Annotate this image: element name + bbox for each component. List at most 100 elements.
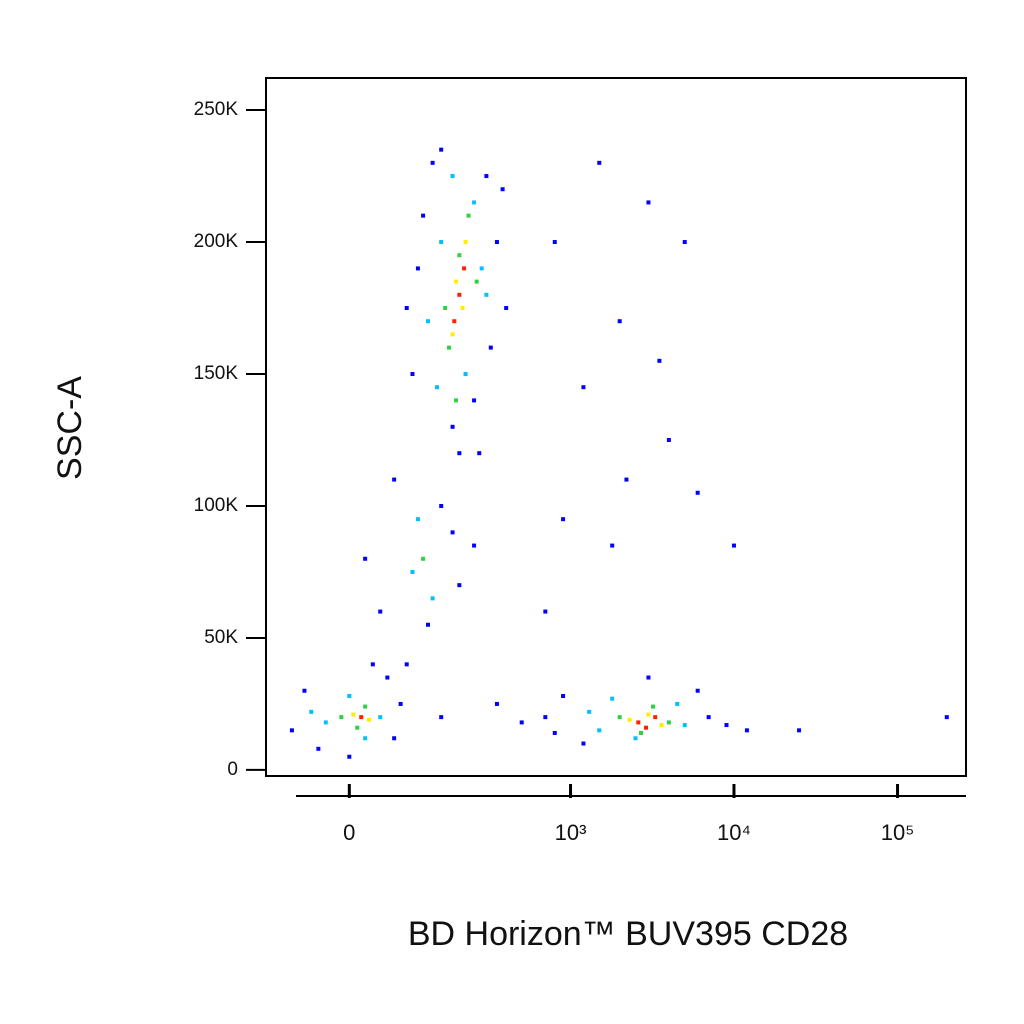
point: [439, 715, 444, 720]
point: [494, 240, 499, 245]
point: [636, 720, 641, 725]
point: [472, 398, 477, 403]
point: [646, 200, 651, 205]
point: [633, 736, 638, 741]
point: [695, 688, 700, 693]
point: [675, 701, 680, 706]
point: [682, 240, 687, 245]
point: [706, 715, 711, 720]
point: [617, 319, 622, 324]
x-tick-label: 10³: [555, 820, 587, 845]
point: [561, 694, 566, 699]
point: [378, 609, 383, 614]
point: [351, 712, 356, 717]
point: [439, 503, 444, 508]
point: [439, 147, 444, 152]
point: [646, 675, 651, 680]
y-tick-label: 100K: [194, 495, 239, 516]
point: [367, 717, 372, 722]
point: [552, 730, 557, 735]
point: [488, 345, 493, 350]
y-tick-label: 50K: [204, 627, 238, 648]
point: [638, 730, 643, 735]
point: [452, 319, 457, 324]
point: [944, 715, 949, 720]
point: [644, 725, 649, 730]
x-axis-title: BD Horizon™ BUV395 CD28: [408, 915, 848, 953]
point: [443, 306, 448, 311]
point: [484, 174, 489, 179]
point: [454, 279, 459, 284]
point: [385, 675, 390, 680]
point: [666, 720, 671, 725]
point: [435, 385, 440, 390]
point: [454, 398, 459, 403]
point: [597, 160, 602, 165]
point: [457, 292, 462, 297]
point: [462, 266, 467, 271]
point: [392, 736, 397, 741]
y-tick-label: 150K: [194, 363, 239, 384]
point: [430, 596, 435, 601]
point: [504, 306, 509, 311]
point: [355, 725, 360, 730]
point: [587, 709, 592, 714]
point: [450, 174, 455, 179]
point: [339, 715, 344, 720]
point: [624, 477, 629, 482]
point: [543, 715, 548, 720]
point: [378, 715, 383, 720]
point: [666, 437, 671, 442]
point: [581, 385, 586, 390]
point: [446, 345, 451, 350]
point: [457, 451, 462, 456]
point: [500, 187, 505, 192]
point: [450, 530, 455, 535]
point: [410, 372, 415, 377]
point: [370, 662, 375, 667]
point: [466, 213, 471, 218]
point: [450, 332, 455, 337]
point: [309, 709, 314, 714]
x-tick-label: 10⁴: [717, 820, 751, 845]
point: [363, 736, 368, 741]
point: [359, 715, 364, 720]
point: [410, 569, 415, 574]
point: [439, 240, 444, 245]
point: [646, 712, 651, 717]
point: [404, 662, 409, 667]
point: [347, 694, 352, 699]
point: [543, 609, 548, 614]
point: [653, 715, 658, 720]
point: [472, 200, 477, 205]
point: [561, 517, 566, 522]
y-tick-label: 0: [227, 759, 238, 780]
point: [651, 704, 656, 709]
point: [450, 424, 455, 429]
point: [597, 728, 602, 733]
point: [659, 723, 664, 728]
point: [552, 240, 557, 245]
x-tick-label: 0: [343, 820, 355, 845]
point: [460, 306, 465, 311]
y-axis-title: SSC-A: [51, 376, 89, 480]
point: [695, 490, 700, 495]
point: [430, 160, 435, 165]
point: [463, 372, 468, 377]
point: [494, 701, 499, 706]
point: [363, 704, 368, 709]
point: [316, 746, 321, 751]
point: [421, 213, 426, 218]
point: [302, 688, 307, 693]
point: [797, 728, 802, 733]
point: [472, 543, 477, 548]
point: [724, 723, 729, 728]
point: [323, 720, 328, 725]
point: [415, 517, 420, 522]
point: [404, 306, 409, 311]
point: [398, 701, 403, 706]
point: [519, 720, 524, 725]
point: [610, 696, 615, 701]
point: [457, 583, 462, 588]
point: [731, 543, 736, 548]
